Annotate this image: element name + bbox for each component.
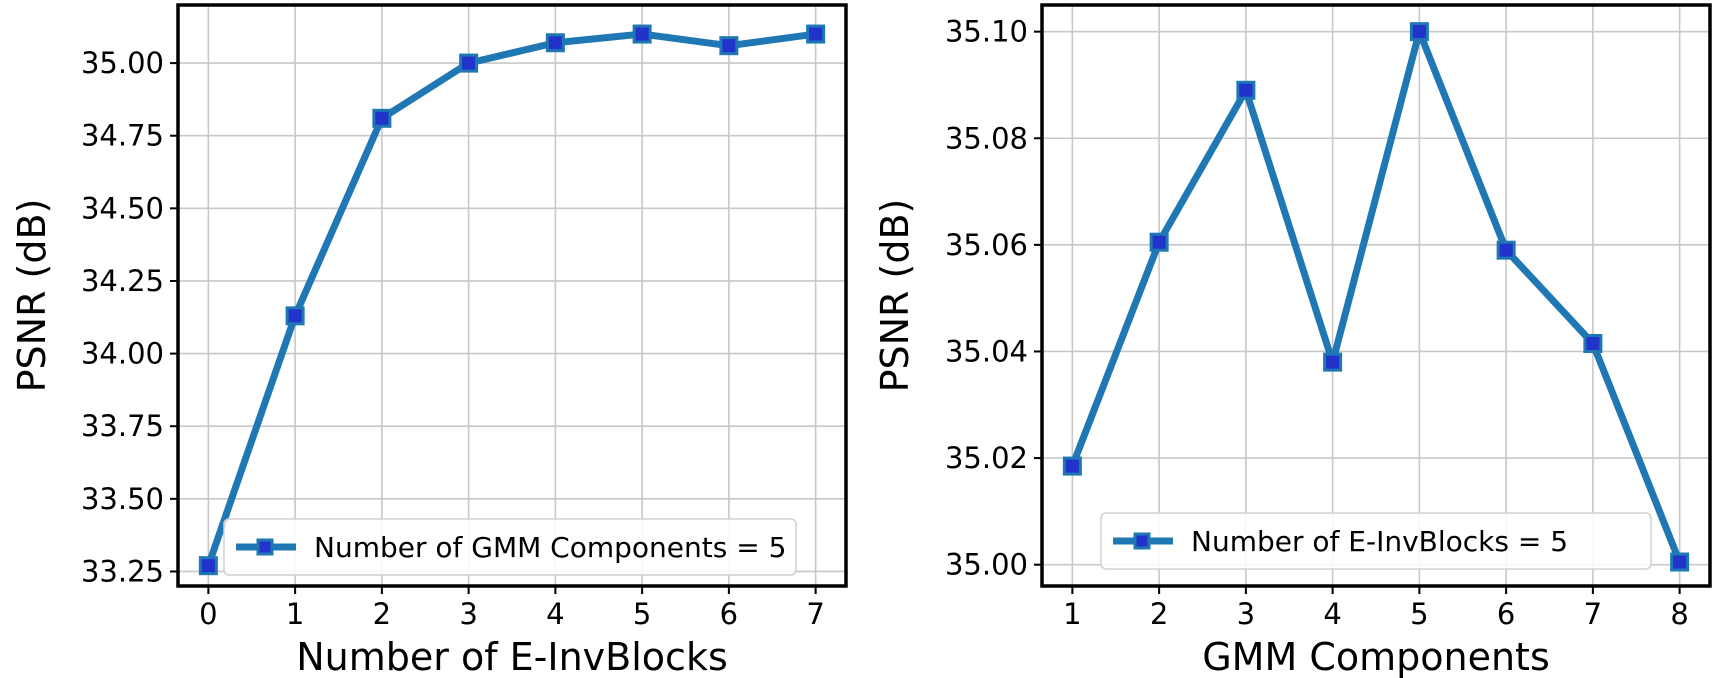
legend-marker-swatch bbox=[1133, 532, 1151, 550]
chart-psnr-vs-gmm-components: 1 2 3 4 5 6 7 8 35.00 35.02 35.04 35.06 35.08 35.10 GM… bbox=[873, 3, 1712, 678]
y-tick-label: 34.50 bbox=[81, 191, 164, 225]
legend-box bbox=[1100, 512, 1652, 570]
x-axis-label: GMM Components bbox=[1202, 635, 1550, 678]
legend-marker-swatch bbox=[256, 538, 274, 556]
x-axis-label: Number of E-InvBlocks bbox=[296, 635, 728, 678]
x-tick-label: 1 bbox=[1063, 597, 1081, 631]
x-tick-label: 7 bbox=[806, 597, 824, 631]
x-tick-label: 2 bbox=[1150, 597, 1168, 631]
y-tick-label: 35.04 bbox=[945, 334, 1028, 368]
series-line bbox=[204, 30, 820, 570]
x-tick-label: 0 bbox=[199, 597, 217, 631]
data-point-marker bbox=[198, 556, 218, 576]
x-tick-label: 2 bbox=[373, 597, 391, 631]
y-tick-label: 33.75 bbox=[81, 409, 164, 443]
series-line bbox=[1068, 28, 1684, 566]
data-point-marker bbox=[1149, 232, 1169, 252]
y-tick-label: 33.25 bbox=[81, 554, 164, 588]
x-tick-label: 4 bbox=[1323, 597, 1341, 631]
data-point-marker bbox=[459, 53, 479, 73]
data-point-marker bbox=[719, 36, 739, 56]
data-point-marker bbox=[1496, 240, 1516, 260]
x-tick-label: 1 bbox=[286, 597, 304, 631]
y-tick-label: 35.00 bbox=[945, 548, 1028, 582]
x-tick-label: 5 bbox=[633, 597, 651, 631]
data-point-marker bbox=[1583, 333, 1603, 353]
x-tick-label: 7 bbox=[1584, 597, 1602, 631]
x-tick-label: 3 bbox=[1237, 597, 1255, 631]
legend-box bbox=[223, 518, 797, 576]
x-tick-label: 6 bbox=[720, 597, 738, 631]
y-tick-label: 35.06 bbox=[945, 228, 1028, 262]
plot-frame bbox=[1040, 3, 1712, 588]
plot-frame bbox=[176, 3, 848, 588]
data-point-marker bbox=[372, 108, 392, 128]
x-tick-label: 6 bbox=[1497, 597, 1515, 631]
y-tick-label: 35.08 bbox=[945, 121, 1028, 155]
y-tick-label: 33.50 bbox=[81, 482, 164, 516]
x-tick-label: 8 bbox=[1670, 597, 1688, 631]
legend-label: Number of GMM Components = 5 bbox=[314, 531, 786, 564]
y-tick-label: 34.00 bbox=[81, 337, 164, 371]
y-axis-label: PSNR (dB) bbox=[10, 199, 54, 393]
data-point-marker bbox=[285, 306, 305, 326]
data-point-marker bbox=[806, 24, 826, 44]
data-point-marker bbox=[632, 24, 652, 44]
y-tick-label: 35.10 bbox=[945, 15, 1028, 49]
data-point-marker bbox=[1236, 80, 1256, 100]
legend-label: Number of E-InvBlocks = 5 bbox=[1191, 525, 1568, 558]
data-point-marker bbox=[1409, 22, 1429, 42]
y-axis-label: PSNR (dB) bbox=[873, 199, 917, 393]
data-point-marker bbox=[1670, 552, 1690, 572]
y-tick-label: 35.00 bbox=[81, 46, 164, 80]
data-point-marker bbox=[1062, 456, 1082, 476]
data-point-marker bbox=[545, 33, 565, 53]
y-tick-label: 35.02 bbox=[945, 441, 1028, 475]
x-tick-label: 3 bbox=[459, 597, 477, 631]
y-tick-label: 34.25 bbox=[81, 264, 164, 298]
y-tick-label: 34.75 bbox=[81, 119, 164, 153]
data-point-marker bbox=[1323, 352, 1343, 372]
chart-psnr-vs-einvblocks: 0 1 2 3 4 5 6 7 33.25 33.50 33.75 34.00 34.25 34.50 34… bbox=[10, 3, 848, 678]
x-tick-label: 4 bbox=[546, 597, 564, 631]
x-tick-label: 5 bbox=[1410, 597, 1428, 631]
